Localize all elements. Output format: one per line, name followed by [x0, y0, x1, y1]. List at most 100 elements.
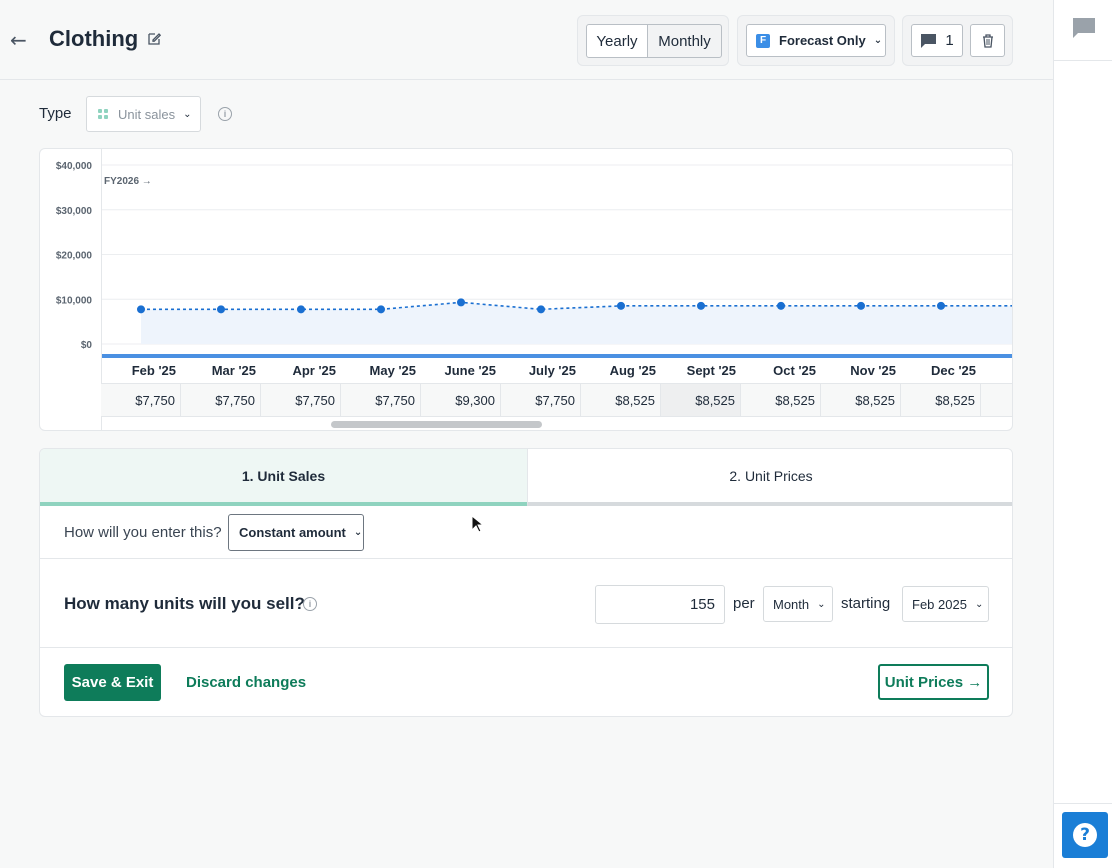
chart-baseline [101, 354, 1012, 358]
month-header-cell: Oct '25 [773, 363, 816, 378]
unit-sales-chart: $40,000 $30,000 $20,000 $10,000 $0 FY2026 → [56, 161, 1012, 358]
delete-button[interactable] [970, 24, 1005, 57]
units-input[interactable] [595, 585, 725, 624]
chart-column-divider [101, 149, 102, 430]
edit-icon[interactable] [147, 32, 161, 46]
comment-icon [921, 33, 937, 48]
unit-prices-next-button[interactable]: Unit Prices → [878, 664, 989, 700]
forecast-dropdown[interactable]: F Forecast Only ⌄ [746, 24, 886, 57]
header-actions: 1 [902, 15, 1013, 66]
data-point [697, 301, 705, 310]
divider [40, 647, 1012, 648]
chevron-down-icon: ⌄ [353, 527, 363, 538]
chevron-down-icon: ⌄ [183, 108, 192, 120]
month-header-cell: Dec '25 [930, 363, 976, 378]
starting-label: starting [841, 595, 891, 612]
data-point [217, 305, 225, 314]
month-header-cell: Aug '25 [609, 363, 656, 378]
page-header: ← Clothing Yearly Monthly F Forecast Onl… [0, 0, 1053, 80]
forecast-dropdown-label: Forecast Only [779, 33, 866, 48]
chat-icon[interactable] [1072, 17, 1096, 39]
form-card: 1. Unit Sales 2. Unit Prices How will yo… [39, 448, 1013, 717]
period-dropdown[interactable]: Month ⌄ [763, 586, 833, 622]
yearly-button[interactable]: Yearly [586, 24, 648, 58]
info-icon[interactable]: i [218, 107, 232, 121]
month-header-cell: May '25 [369, 363, 416, 378]
mouse-cursor-icon [471, 515, 483, 533]
rail-divider [1054, 60, 1112, 61]
period-toggle: Yearly Monthly [577, 15, 729, 66]
help-icon: ? [1073, 823, 1097, 847]
data-point [137, 305, 145, 314]
type-dropdown[interactable]: Unit sales ⌄ [86, 96, 201, 132]
start-date-value: Feb 2025 [912, 596, 967, 612]
chevron-down-icon: ⌄ [817, 598, 826, 610]
y-tick-label: $40,000 [56, 161, 93, 172]
divider [40, 558, 1012, 559]
value-cell[interactable]: $8,525 [741, 384, 821, 416]
units-question: How many units will you sell? [64, 594, 305, 613]
start-date-dropdown[interactable]: Feb 2025 ⌄ [902, 586, 989, 622]
right-rail: ? [1053, 0, 1112, 868]
data-point [857, 301, 865, 310]
y-tick-label: $20,000 [56, 251, 93, 262]
value-cell[interactable]: $7,750 [101, 384, 181, 416]
month-header-cell: Sept '25 [686, 363, 736, 378]
comments-button[interactable]: 1 [911, 24, 963, 57]
data-point [937, 301, 945, 310]
monthly-button[interactable]: Monthly [647, 24, 722, 58]
entry-method-dropdown[interactable]: Constant amount ⌄ [228, 514, 364, 551]
entry-method-label: How will you enter this? [64, 524, 222, 541]
month-header-cell: Nov '25 [850, 363, 896, 378]
value-cell[interactable]: $8,525 [581, 384, 661, 416]
value-row: $7,750 $7,750 $7,750 $7,750 $9,300 $7,750 $8,5… [101, 383, 1012, 417]
chart-card: $40,000 $30,000 $20,000 $10,000 $0 FY2026 → F… [39, 148, 1013, 431]
value-cell[interactable]: $7,750 [341, 384, 421, 416]
tab-unit-prices[interactable]: 2. Unit Prices [527, 449, 1012, 506]
value-cell[interactable]: $7,750 [181, 384, 261, 416]
data-point [617, 301, 625, 310]
type-label: Type [39, 105, 72, 122]
entry-method-value: Constant amount [239, 525, 346, 540]
save-exit-button[interactable]: Save & Exit [64, 664, 161, 701]
help-button[interactable]: ? [1062, 812, 1108, 858]
month-header-cell: Apr '25 [292, 363, 336, 378]
data-point [457, 298, 465, 307]
horizontal-scrollbar[interactable] [331, 421, 542, 428]
grid-icon [98, 109, 108, 119]
rail-divider [1054, 803, 1112, 804]
value-cell[interactable]: $9,300 [421, 384, 501, 416]
value-cell[interactable]: $7,750 [261, 384, 341, 416]
tab-unit-sales[interactable]: 1. Unit Sales [40, 449, 527, 506]
value-cell[interactable]: $8,525 [821, 384, 901, 416]
discard-changes-link[interactable]: Discard changes [186, 674, 307, 691]
value-cell[interactable]: $7,750 [501, 384, 581, 416]
type-dropdown-label: Unit sales [118, 106, 176, 122]
series-line [141, 301, 1012, 311]
data-point [297, 305, 305, 314]
period-value: Month [773, 596, 810, 612]
value-cell[interactable]: $8,525 [661, 384, 741, 416]
page-title: Clothing [49, 26, 139, 51]
y-tick-label: $10,000 [56, 295, 93, 306]
chevron-down-icon: ⌄ [873, 35, 883, 46]
series-area [141, 302, 1012, 344]
month-header-cell: Feb '25 [131, 363, 176, 378]
forecast-selector-wrap: F Forecast Only ⌄ [737, 15, 895, 66]
y-tick-label: $30,000 [56, 206, 93, 217]
data-point [537, 305, 545, 314]
trash-icon [982, 33, 993, 48]
y-tick-label: $0 [81, 340, 93, 351]
per-label: per [733, 595, 755, 612]
value-cell[interactable]: $8,525 [901, 384, 981, 416]
info-icon[interactable]: i [303, 597, 317, 611]
month-header-cell: Mar '25 [211, 363, 256, 378]
fiscal-year-marker: FY2026 → [104, 176, 152, 187]
back-arrow-icon[interactable]: ← [10, 28, 27, 52]
chevron-down-icon: ⌄ [974, 598, 984, 610]
month-header-cell: June '25 [444, 363, 496, 378]
month-header-cell: July '25 [528, 363, 576, 378]
data-point [777, 301, 785, 310]
comment-count: 1 [945, 32, 954, 49]
data-point [377, 305, 385, 314]
